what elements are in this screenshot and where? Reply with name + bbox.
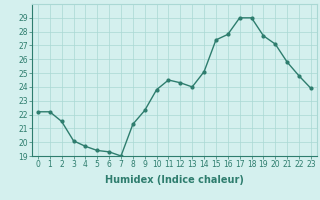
X-axis label: Humidex (Indice chaleur): Humidex (Indice chaleur): [105, 175, 244, 185]
